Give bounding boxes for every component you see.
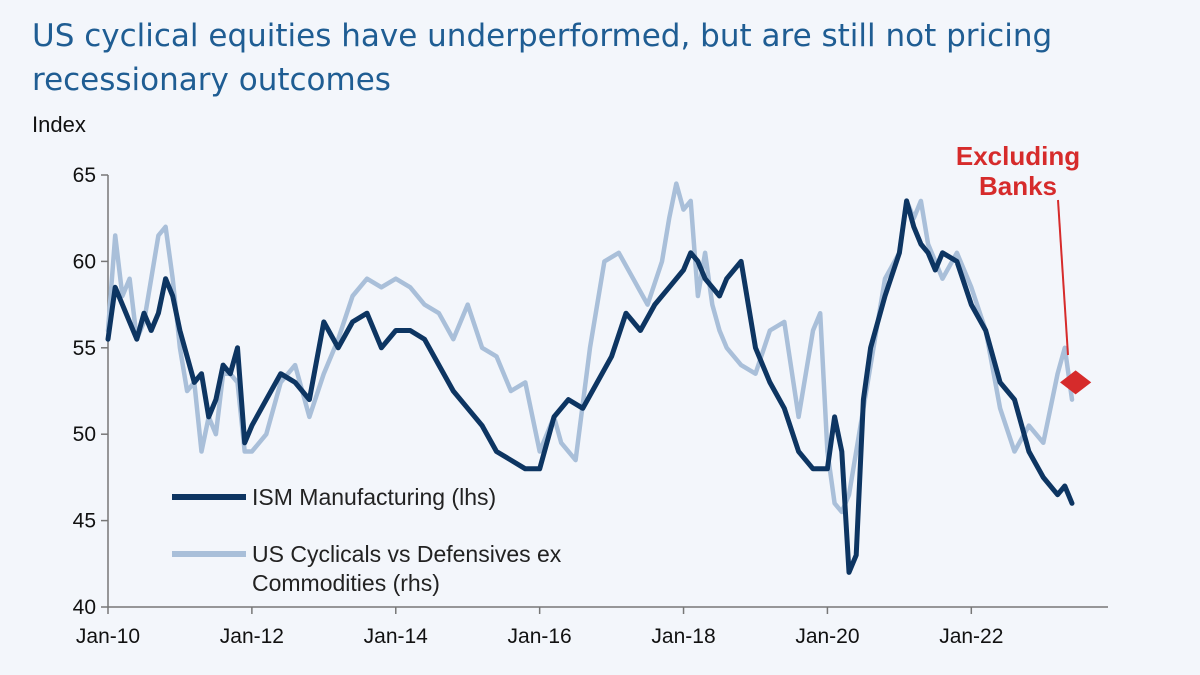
legend-label-ism: ISM Manufacturing (lhs): [252, 484, 496, 510]
y-tick-label: 45: [73, 510, 96, 533]
x-tick-label: Jan-20: [795, 625, 859, 648]
legend-label-cyclicals-line1: US Cyclicals vs Defensives ex: [252, 541, 562, 567]
y-tick-label: 55: [73, 337, 96, 360]
excluding-banks-marker: [1060, 370, 1092, 395]
y-axis-label: Index: [32, 112, 86, 137]
y-tick-label: 60: [73, 250, 96, 273]
series-line-ism: [105, 198, 1075, 575]
x-tick-label: Jan-22: [939, 625, 1003, 648]
legend-label-cyclicals: US Cyclicals vs Defensives ex Commoditie…: [252, 541, 568, 596]
annotation-leader-line: [1057, 199, 1069, 356]
annotation-line-1: Excluding: [956, 141, 1080, 171]
chart-title: US cyclical equities have underperformed…: [32, 18, 1053, 98]
chart-axes: 40 45 50 55 60 65 Jan-10 Jan-12 Jan-14 Jan-16 Jan-…: [73, 164, 1108, 648]
annotation-line-2: Banks: [979, 171, 1057, 201]
legend-label-cyclicals-line2: Commodities (rhs): [252, 570, 440, 596]
series-layer: [105, 181, 1092, 575]
y-tick-label: 50: [73, 423, 96, 446]
x-tick-label: Jan-12: [220, 625, 284, 648]
legend: ISM Manufacturing (lhs) US Cyclicals vs …: [172, 484, 568, 596]
y-tick-label: 65: [73, 164, 96, 187]
annotation-layer: Excluding Banks: [956, 141, 1080, 356]
x-tick-label: Jan-16: [508, 625, 572, 648]
series-line-cyclicals: [105, 181, 1075, 515]
y-tick-label: 40: [73, 596, 96, 619]
x-tick-label: Jan-10: [76, 625, 140, 648]
x-tick-label: Jan-14: [364, 625, 429, 648]
x-tick-label: Jan-18: [651, 625, 715, 648]
